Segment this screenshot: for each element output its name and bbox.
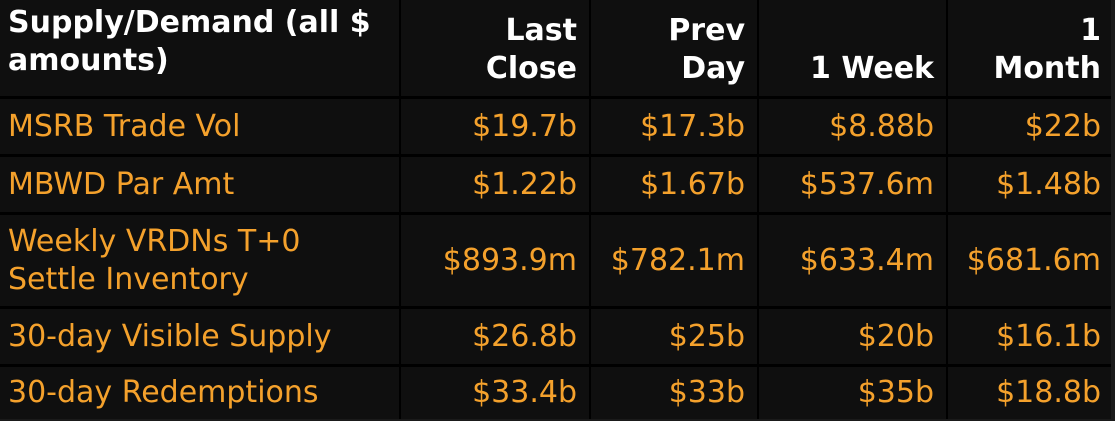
row-label-line: 30-day Redemptions (8, 375, 319, 410)
header-line: Prev (668, 13, 745, 48)
cell-last-close: $893.9m (400, 213, 591, 309)
row-label-line: 30-day Visible Supply (8, 318, 332, 354)
row-label: 30-day Redemptions (0, 365, 401, 419)
row-label-line: Settle Inventory (8, 261, 249, 297)
table-row: 30-day Visible Supply $26.8b $25b $20b $… (0, 307, 1111, 367)
cell-one-week: $35b (758, 365, 948, 419)
row-label: Weekly VRDNs T+0 Settle Inventory (0, 213, 401, 309)
cell-prev-day: $1.67b (590, 155, 759, 215)
header-line: amounts) (8, 43, 169, 78)
cell-prev-day: $782.1m (590, 213, 759, 309)
cell-last-close: $1.22b (400, 155, 591, 215)
cell-one-week: $8.88b (758, 97, 948, 157)
header-line: 1 (1080, 13, 1101, 48)
table-row: MBWD Par Amt $1.22b $1.67b $537.6m $1.48… (0, 155, 1111, 215)
header-line: Supply/Demand (all $ (8, 5, 371, 40)
cell-prev-day: $17.3b (590, 97, 759, 157)
header-prev-day: Prev Day (590, 0, 759, 99)
row-label: 30-day Visible Supply (0, 307, 401, 367)
header-one-week: 1 Week (758, 0, 948, 99)
table-header-row: Supply/Demand (all $ amounts) Last Close… (0, 0, 1111, 99)
table-row: 30-day Redemptions $33.4b $33b $35b $18.… (0, 365, 1111, 419)
table-row: MSRB Trade Vol $19.7b $17.3b $8.88b $22b (0, 97, 1111, 157)
header-line: 1 Week (810, 51, 934, 86)
table-row: Weekly VRDNs T+0 Settle Inventory $893.9… (0, 213, 1111, 309)
header-supply-demand: Supply/Demand (all $ amounts) (0, 0, 401, 99)
cell-last-close: $33.4b (400, 365, 591, 419)
cell-one-month: $22b (947, 97, 1111, 157)
row-label: MSRB Trade Vol (0, 97, 401, 157)
cell-prev-day: $33b (590, 365, 759, 419)
header-line: Month (993, 51, 1101, 86)
header-last-close: Last Close (400, 0, 591, 99)
cell-last-close: $19.7b (400, 97, 591, 157)
cell-one-month: $681.6m (947, 213, 1111, 309)
row-label-line: MBWD Par Amt (8, 166, 235, 202)
cell-one-month: $18.8b (947, 365, 1111, 419)
cell-one-week: $20b (758, 307, 948, 367)
cell-prev-day: $25b (590, 307, 759, 367)
row-label-line: MSRB Trade Vol (8, 108, 241, 144)
cell-one-month: $16.1b (947, 307, 1111, 367)
header-line: Day (681, 51, 745, 86)
header-line: Last (505, 13, 577, 48)
row-label: MBWD Par Amt (0, 155, 401, 215)
cell-one-week: $633.4m (758, 213, 948, 309)
cell-one-month: $1.48b (947, 155, 1111, 215)
cell-one-week: $537.6m (758, 155, 948, 215)
header-one-month: 1 Month (947, 0, 1111, 99)
cell-last-close: $26.8b (400, 307, 591, 367)
row-label-line: Weekly VRDNs T+0 (8, 223, 301, 259)
header-line: Close (485, 51, 577, 86)
